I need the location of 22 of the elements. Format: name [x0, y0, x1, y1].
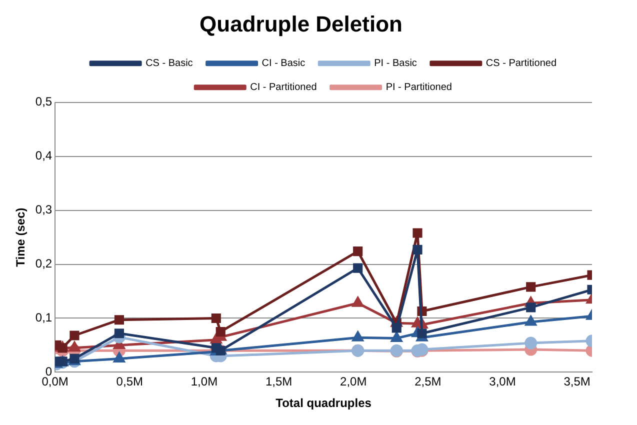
legend-label: CS - Partitioned [486, 58, 557, 70]
x-tick-label: 0,0M [42, 374, 68, 389]
y-tick-label: 0,5 [35, 94, 52, 109]
x-tick-label: 2,0M [340, 374, 367, 389]
x-tick-label: 1,5M [265, 374, 292, 389]
x-tick-label: 2,5M [414, 374, 442, 389]
legend-label: PI - Basic [374, 58, 417, 70]
legend-label: PI - Partitioned [386, 82, 452, 94]
x-tick-label: 3,0M [489, 374, 516, 389]
x-tick-label: 3,5M [564, 374, 590, 389]
y-tick-label: 0,2 [35, 256, 52, 271]
x-tick-label: 1,0M [190, 374, 218, 389]
chart-title: Quadruple Deletion [200, 11, 402, 36]
y-tick-label: 0,1 [35, 310, 52, 325]
legend-label: CI - Partitioned [250, 82, 317, 94]
y-tick-label: 0,3 [35, 202, 52, 217]
y-axis-title: Time (sec) [14, 208, 28, 267]
x-axis-title: Total quadruples [276, 396, 372, 410]
legend-label: CS - Basic [146, 58, 193, 70]
y-tick-label: 0,4 [35, 148, 52, 163]
legend-label: CI - Basic [262, 58, 306, 70]
x-tick-label: 0,5M [116, 374, 143, 389]
